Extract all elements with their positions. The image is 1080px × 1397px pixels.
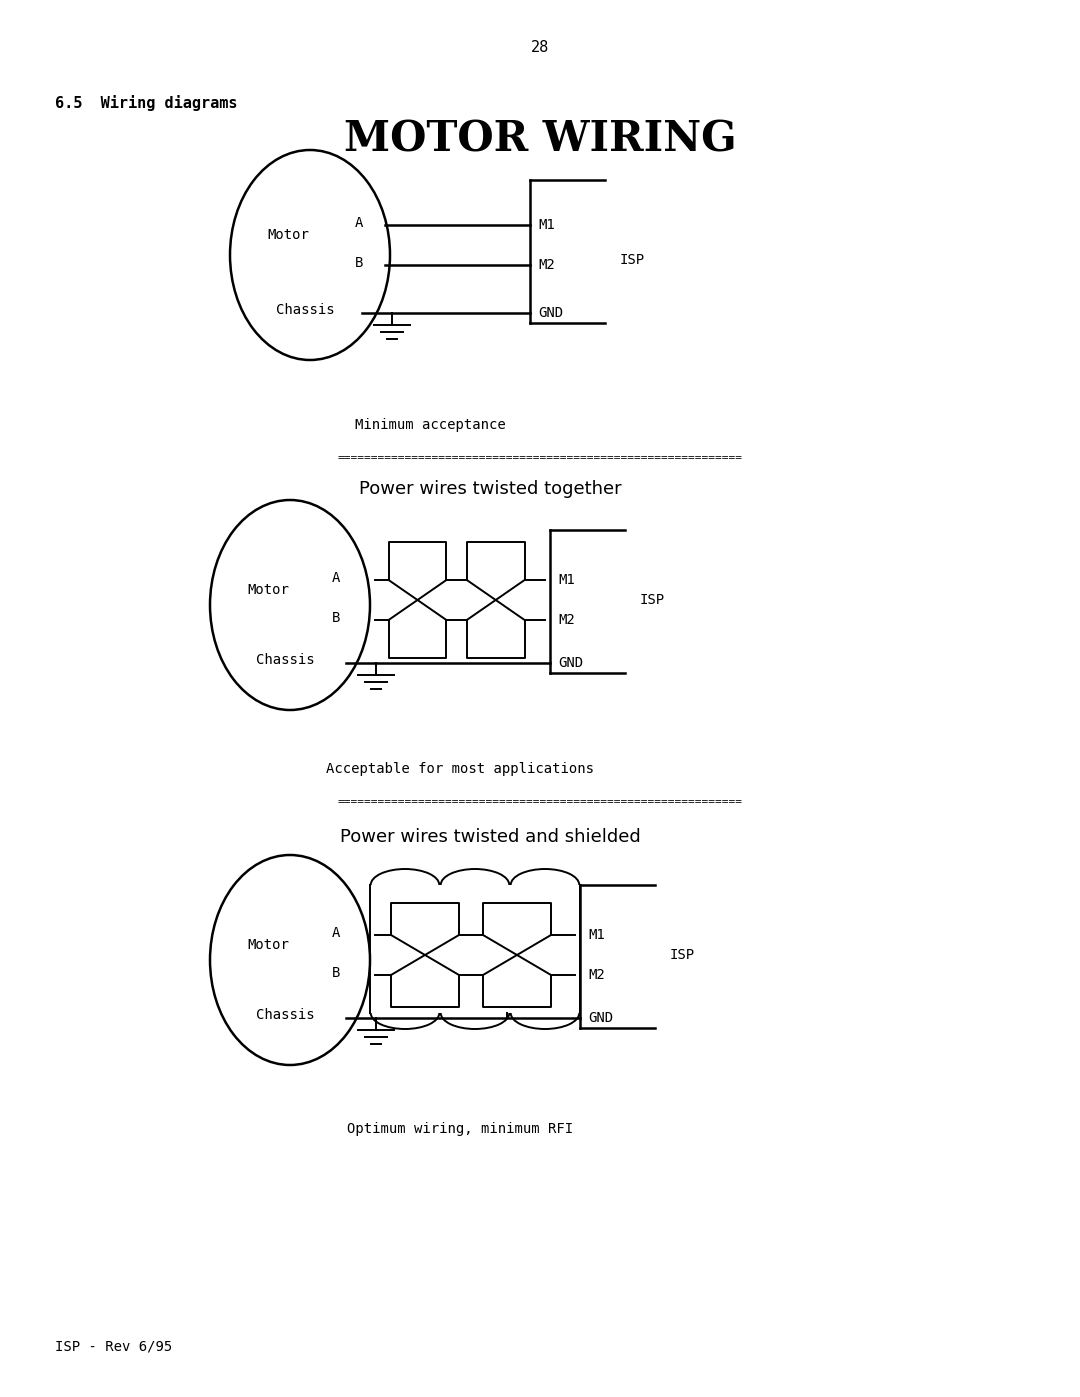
Text: A: A <box>332 926 340 940</box>
Text: A: A <box>355 217 363 231</box>
Text: A: A <box>332 571 340 585</box>
Text: GND: GND <box>588 1011 613 1025</box>
Text: 28: 28 <box>531 41 549 54</box>
Text: ISP - Rev 6/95: ISP - Rev 6/95 <box>55 1340 172 1354</box>
Text: Minimum acceptance: Minimum acceptance <box>354 418 505 432</box>
Text: ISP: ISP <box>620 253 645 267</box>
Text: M1: M1 <box>538 218 555 232</box>
Text: GND: GND <box>538 306 563 320</box>
Text: Motor: Motor <box>247 583 289 597</box>
Text: M1: M1 <box>558 573 575 587</box>
Text: M2: M2 <box>538 258 555 272</box>
Text: Chassis: Chassis <box>275 303 335 317</box>
Text: Motor: Motor <box>267 228 309 242</box>
Text: ============================================================: ========================================… <box>337 453 743 462</box>
Text: GND: GND <box>558 657 583 671</box>
Text: M2: M2 <box>588 968 605 982</box>
Text: B: B <box>332 965 340 981</box>
Text: B: B <box>355 256 363 270</box>
Text: ISP: ISP <box>640 592 665 608</box>
Text: MOTOR WIRING: MOTOR WIRING <box>343 117 737 161</box>
Text: 6.5  Wiring diagrams: 6.5 Wiring diagrams <box>55 95 238 110</box>
Text: Power wires twisted together: Power wires twisted together <box>359 481 621 497</box>
Text: Chassis: Chassis <box>256 1009 314 1023</box>
Text: Optimum wiring, minimum RFI: Optimum wiring, minimum RFI <box>347 1122 573 1136</box>
Text: B: B <box>332 610 340 624</box>
Text: ISP: ISP <box>670 949 696 963</box>
Text: ============================================================: ========================================… <box>337 798 743 807</box>
Text: Acceptable for most applications: Acceptable for most applications <box>326 761 594 775</box>
Text: M1: M1 <box>588 928 605 942</box>
Text: Motor: Motor <box>247 937 289 951</box>
Text: Power wires twisted and shielded: Power wires twisted and shielded <box>339 828 640 847</box>
Text: Chassis: Chassis <box>256 652 314 666</box>
Text: M2: M2 <box>558 613 575 627</box>
